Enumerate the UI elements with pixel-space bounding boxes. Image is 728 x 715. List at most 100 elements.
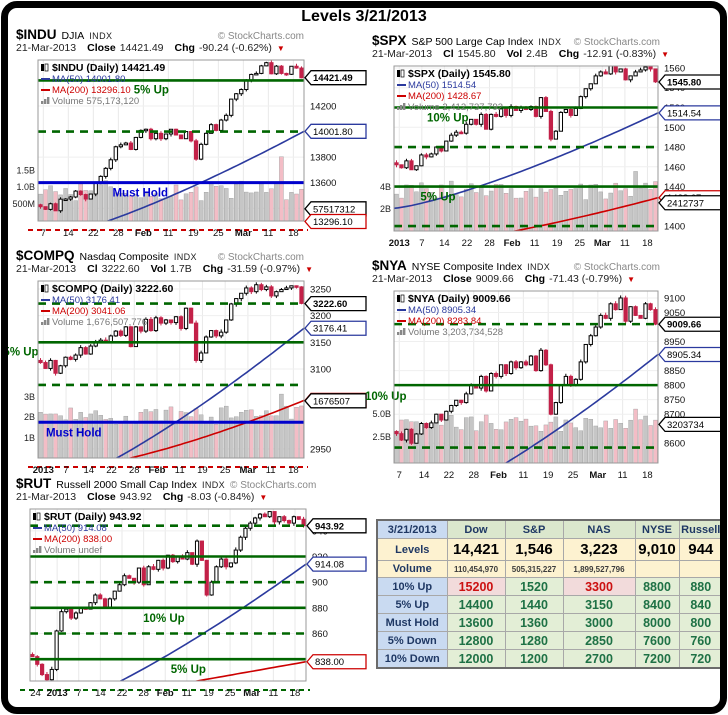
spx-plot-svg: 10% Up5% Up15601540152015001480146014401… [380,63,723,249]
table-row: 10% Up 15200 1520 3300 8800 880 [376,577,724,596]
svg-text:8950: 8950 [664,337,685,348]
svg-text:8700: 8700 [664,410,685,421]
svg-text:4B: 4B [380,182,391,192]
legend-ma50: MA(50) 3176.41 [52,295,120,306]
chart-subheader: 21-Mar-2013 Close 14421.49 Chg -90.24 (-… [16,42,368,56]
svg-text:57517312: 57517312 [313,204,355,215]
svg-text:860: 860 [312,629,328,640]
level-annotation: 10% Up [365,391,407,403]
table-cell: 1360 [504,613,564,632]
plot-content [394,66,658,231]
index-name: Russell 2000 Small Cap Index [56,479,197,491]
svg-text:1514.54: 1514.54 [667,108,701,119]
svg-text:Feb: Feb [157,688,174,699]
index-tag: INDX [173,252,197,262]
table-cell: 7600 [634,631,680,650]
date-label: 21-Mar-2013 [16,491,77,503]
page-title: Levels 3/21/2013 [301,8,427,25]
svg-text:900: 900 [312,578,328,589]
svg-text:13600: 13600 [310,178,336,189]
svg-text:8800: 8800 [664,381,685,392]
table-cell: 800 [678,613,724,632]
svg-text:943.92: 943.92 [315,521,344,532]
legend-ma200: MA(200) 13296.10 [52,85,131,96]
svg-text:28: 28 [468,470,479,481]
svg-text:11: 11 [182,688,192,699]
svg-text:9009.66: 9009.66 [667,320,701,331]
svg-text:3176.41: 3176.41 [313,324,347,335]
index-name: DJIA [61,30,85,42]
svg-text:914.08: 914.08 [315,560,344,571]
table-cell: 7200 [634,649,680,669]
svg-text:7: 7 [63,465,68,476]
table-row: Volume 110,454,970 505,315,227 1,899,527,79… [376,560,724,578]
svg-text:19: 19 [552,238,563,249]
table-row: 10% Down 12000 1200 2700 7200 720 [376,649,724,669]
index-tag: INDX [201,480,226,490]
svg-text:18: 18 [288,228,299,239]
price-label-box [304,320,367,336]
symbol-label: $INDU [16,27,57,42]
legend-ma50: MA(50) 14001.80 [52,74,125,85]
svg-text:3150: 3150 [310,338,331,349]
svg-text:2.5B: 2.5B [372,432,391,442]
chg-value: -31.59 (-0.97%) [227,263,301,275]
svg-text:14: 14 [63,228,74,239]
chart-header: $NYA NYSE Composite Index INDX © StockCh… [372,258,724,273]
svg-text:18: 18 [642,470,653,481]
svg-text:1400: 1400 [664,222,685,233]
svg-text:9050: 9050 [664,308,685,319]
svg-text:22: 22 [88,228,99,239]
svg-text:1460: 1460 [664,162,685,173]
index-tag: INDX [527,262,551,272]
table-cell: 13600 [446,613,506,632]
legend-volume: Volume 2,412,737,792 [408,102,503,113]
svg-text:9100: 9100 [664,293,685,304]
svg-text:14200: 14200 [310,102,336,113]
table-cell: 3,223 [562,538,636,561]
chg-label: Chg [162,491,184,503]
svg-text:14: 14 [419,470,430,481]
price-label-box [306,518,367,534]
chart-subheader: 21-Mar-2013 Cl 1545.80 Vol 2.4B Chg -12.… [372,48,724,62]
legend-volume: Volume 1,676,507,776 [52,317,147,328]
table-cell: 1440 [504,595,564,614]
svg-text:28: 28 [113,228,124,239]
svg-text:14001.80: 14001.80 [313,127,353,138]
svg-text:3222.60: 3222.60 [313,299,347,310]
chart-nya: $NYA NYSE Composite Index INDX © StockCh… [365,258,724,483]
table-header-row: 3/21/2013 Dow S&P NAS NYSE Russell [376,519,724,539]
legend-volume: Volume undef [44,545,102,556]
svg-text:Mar: Mar [239,465,256,476]
svg-text:3200: 3200 [310,311,331,322]
svg-text:25: 25 [574,238,585,249]
symbol-label: $SPX [372,33,407,48]
svg-text:8905.34: 8905.34 [667,350,701,361]
svg-text:11: 11 [266,465,276,476]
table-cell: 8000 [634,613,680,632]
legend-ma200: MA(200) 3041.06 [52,306,125,317]
svg-text:11: 11 [618,470,628,481]
table-header-cell: NYSE [634,519,680,539]
chart-spx: $SPX S&P 500 Large Cap Index INDX © Stoc… [372,33,724,251]
legend-volume: Volume 3,203,734,528 [408,327,503,338]
svg-text:19: 19 [197,465,208,476]
table-cell: 8800 [634,577,680,596]
svg-text:28: 28 [129,465,140,476]
svg-text:28: 28 [484,238,495,249]
close-label: Cl [443,48,454,60]
level-annotation: 10% Up [427,112,469,124]
svg-text:Mar: Mar [589,470,606,481]
level-annotation: 5% Up [134,84,169,96]
svg-text:7: 7 [41,228,46,239]
down-arrow-icon: ▼ [627,275,635,284]
table-row-label: 10% Up [376,577,448,596]
svg-text:2412737: 2412737 [667,198,704,209]
source-credit: © StockCharts.com [217,252,304,263]
svg-text:1.0B: 1.0B [16,182,35,192]
table-cell: 720 [678,649,724,669]
chart-rut: $RUT Russell 2000 Small Cap Index INDX ©… [16,476,368,701]
svg-text:14: 14 [439,238,450,249]
vol-value: 1.7B [170,263,192,275]
chart-header: $RUT Russell 2000 Small Cap Index INDX ©… [16,476,368,491]
